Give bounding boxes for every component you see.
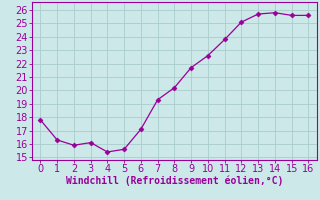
X-axis label: Windchill (Refroidissement éolien,°C): Windchill (Refroidissement éolien,°C) xyxy=(66,176,283,186)
